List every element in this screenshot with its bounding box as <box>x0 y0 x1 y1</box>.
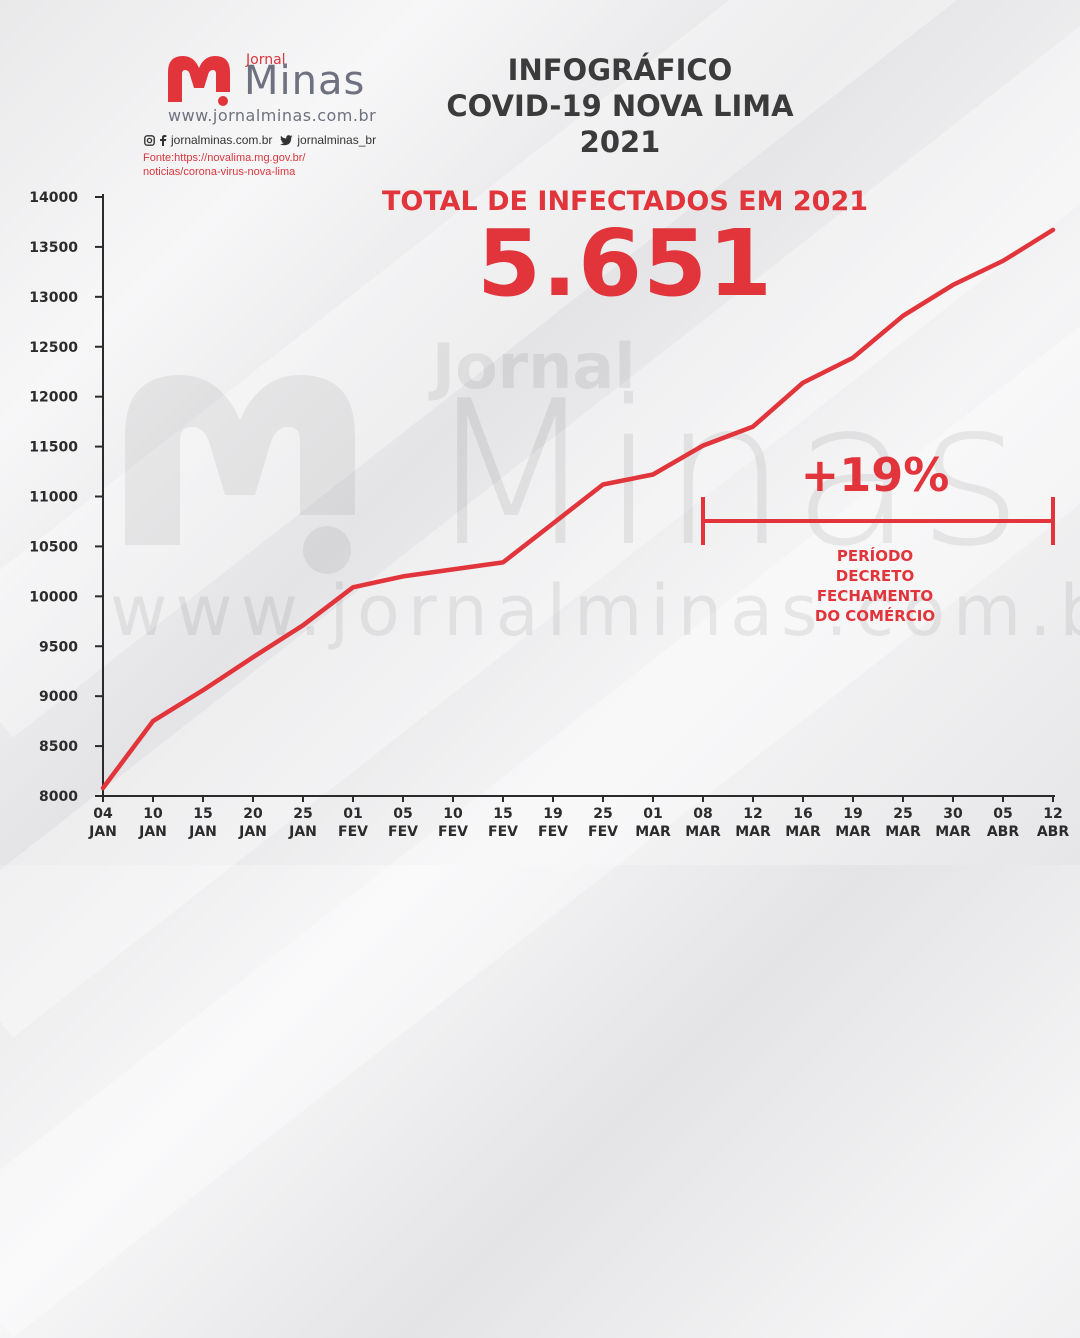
x-tick-label-day: 12 <box>1043 806 1062 822</box>
x-tick-label-month: JAN <box>288 824 317 840</box>
x-tick-label-month: FEV <box>538 824 568 840</box>
x-tick-label-day: 12 <box>743 806 762 822</box>
x-tick-label-day: 10 <box>443 806 463 822</box>
percent-change-label: +19% <box>760 448 990 502</box>
x-tick-label-month: JAN <box>238 824 267 840</box>
x-tick-label-month: MAR <box>885 824 921 840</box>
x-tick-label-month: FEV <box>488 824 518 840</box>
x-tick-label-month: FEV <box>588 824 618 840</box>
x-tick-label-month: JAN <box>88 824 117 840</box>
x-tick-label-month: ABR <box>1037 824 1070 840</box>
period-line-4: DO COMÉRCIO <box>770 606 980 626</box>
x-tick-label-day: 15 <box>193 806 212 822</box>
x-tick-label-month: JAN <box>138 824 167 840</box>
x-tick-label-day: 08 <box>693 806 712 822</box>
x-tick-label-day: 10 <box>143 806 163 822</box>
x-tick-label-day: 19 <box>843 806 862 822</box>
y-tick-label: 8500 <box>39 739 78 755</box>
y-tick-label: 10500 <box>29 539 78 555</box>
x-tick-label-day: 05 <box>393 806 412 822</box>
x-tick-label-month: ABR <box>987 824 1020 840</box>
x-tick-label-day: 25 <box>293 806 312 822</box>
x-tick-label-month: FEV <box>338 824 368 840</box>
x-tick-label-month: MAR <box>685 824 721 840</box>
x-tick-label-day: 25 <box>893 806 912 822</box>
y-tick-label: 10000 <box>29 589 78 605</box>
x-tick-label-month: MAR <box>835 824 871 840</box>
y-tick-label: 12500 <box>29 340 78 356</box>
x-tick-label-month: MAR <box>935 824 971 840</box>
period-line-3: FECHAMENTO <box>770 586 980 606</box>
x-tick-label-day: 25 <box>593 806 612 822</box>
y-tick-label: 12000 <box>29 390 78 406</box>
y-tick-label: 14000 <box>29 190 78 206</box>
y-tick-label: 11500 <box>29 440 78 456</box>
x-tick-label-day: 15 <box>493 806 512 822</box>
period-label: PERÍODO DECRETO FECHAMENTO DO COMÉRCIO <box>770 546 980 626</box>
y-tick-label: 9000 <box>39 689 78 705</box>
line-chart: 8000 8500 9000 9500 10000 10500 11000 11500 1200… <box>0 0 1080 865</box>
y-tick-label: 8000 <box>39 789 78 805</box>
x-tick-label-day: 01 <box>643 806 662 822</box>
x-tick-label-day: 01 <box>343 806 362 822</box>
y-tick-label: 9500 <box>39 639 78 655</box>
y-tick-label: 13500 <box>29 240 78 256</box>
x-tick-label-month: MAR <box>785 824 821 840</box>
x-tick-label-day: 05 <box>993 806 1012 822</box>
x-tick-label-day: 30 <box>943 806 963 822</box>
x-tick-label-month: FEV <box>388 824 418 840</box>
series-line <box>103 230 1053 788</box>
x-tick-label-month: MAR <box>635 824 671 840</box>
x-tick-label-day: 19 <box>543 806 562 822</box>
x-tick-label-day: 20 <box>243 806 263 822</box>
period-line-1: PERÍODO <box>770 546 980 566</box>
x-tick-label-month: MAR <box>735 824 771 840</box>
period-line-2: DECRETO <box>770 566 980 586</box>
x-tick-label-day: 16 <box>793 806 812 822</box>
x-tick-label-month: FEV <box>438 824 468 840</box>
x-tick-label-month: JAN <box>188 824 217 840</box>
y-tick-label: 11000 <box>29 490 78 506</box>
y-tick-label: 13000 <box>29 290 78 306</box>
x-tick-label-day: 04 <box>93 806 113 822</box>
